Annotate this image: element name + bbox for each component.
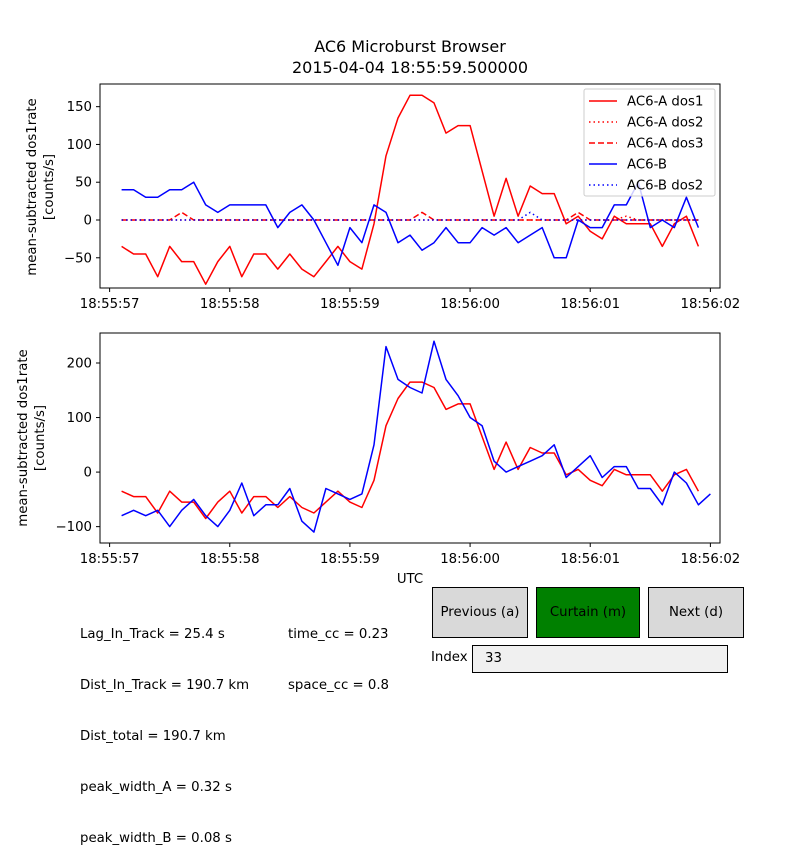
stat-time-cc: time_cc = 0.23 bbox=[288, 627, 389, 642]
y-tick-label: −100 bbox=[55, 520, 92, 535]
x-tick-label: 18:55:59 bbox=[320, 552, 380, 567]
x-tick-label: 18:56:00 bbox=[440, 552, 500, 567]
previous-button[interactable]: Previous (a) bbox=[432, 587, 528, 638]
x-tick-label: 18:56:01 bbox=[560, 297, 620, 312]
bottom-plot-series bbox=[121, 340, 711, 533]
series-line-2-1 bbox=[121, 381, 700, 520]
title-line-2: 2015-04-04 18:55:59.500000 bbox=[292, 58, 528, 77]
series-line-1-4 bbox=[121, 181, 700, 267]
y-tick-label: 100 bbox=[67, 411, 92, 426]
top-ylabel-line-1: mean-subtracted dos1rate bbox=[25, 98, 40, 275]
x-tick-label: 18:55:57 bbox=[80, 552, 140, 567]
legend-label: AC6-A dos2 bbox=[627, 116, 703, 131]
legend-label: AC6-B bbox=[627, 158, 667, 173]
stats-column-1: Lag_In_Track = 25.4 s Dist_In_Track = 19… bbox=[80, 592, 249, 864]
stat-dist-in-track: Dist_In_Track = 190.7 km bbox=[80, 678, 250, 693]
stat-peak-width-b: peak_width_B = 0.08 s bbox=[80, 831, 232, 846]
x-tick-label: 18:55:58 bbox=[200, 552, 260, 567]
title-line-1: AC6 Microburst Browser bbox=[314, 37, 506, 56]
series-line-1-5 bbox=[121, 211, 699, 221]
top-plot-ticks: 18:55:57 18:55:58 18:55:59 18:56:00 18:56:01… bbox=[64, 100, 740, 312]
stat-peak-width-a: peak_width_A = 0.32 s bbox=[80, 780, 232, 795]
bottom-plot: 18:55:57 18:55:58 18:55:59 18:56:00 18:56:01… bbox=[16, 332, 740, 587]
bottom-ylabel-line-2: [counts/s] bbox=[33, 405, 48, 471]
top-legend: AC6-A dos1 AC6-A dos2 AC6-A dos3 AC6-B AC6-B… bbox=[583, 88, 716, 197]
series-line-1-1 bbox=[121, 94, 700, 285]
stat-dist-total: Dist_total = 190.7 km bbox=[80, 729, 226, 744]
y-tick-label: 0 bbox=[84, 466, 92, 481]
series-line-2-2 bbox=[121, 340, 711, 533]
legend-frame bbox=[583, 88, 716, 197]
stats-column-2: time_cc = 0.23 space_cc = 0.8 bbox=[288, 592, 389, 711]
index-label: Index bbox=[431, 650, 468, 665]
top-ylabel-line-2: [counts/s] bbox=[42, 154, 57, 220]
x-tick-label: 18:55:59 bbox=[320, 297, 380, 312]
bottom-plot-ticks: 18:55:57 18:55:58 18:55:59 18:56:00 18:56:01… bbox=[55, 357, 740, 568]
y-tick-label: 50 bbox=[75, 176, 92, 191]
figure: AC6 Microburst Browser 2015-04-04 18:55:… bbox=[16, 37, 740, 587]
x-tick-label: 18:56:01 bbox=[560, 552, 620, 567]
x-tick-label: 18:56:00 bbox=[440, 297, 500, 312]
y-tick-label: −50 bbox=[64, 251, 92, 266]
x-tick-label: 18:55:58 bbox=[200, 297, 260, 312]
y-tick-label: 200 bbox=[67, 357, 92, 372]
legend-label: AC6-A dos1 bbox=[627, 95, 703, 110]
next-button[interactable]: Next (d) bbox=[648, 587, 744, 638]
bottom-xlabel: UTC bbox=[397, 572, 423, 587]
y-tick-label: 150 bbox=[67, 100, 92, 115]
legend-label: AC6-B dos2 bbox=[627, 179, 703, 194]
top-plot-frame bbox=[99, 83, 721, 289]
stat-space-cc: space_cc = 0.8 bbox=[288, 678, 390, 693]
x-tick-label: 18:56:02 bbox=[681, 297, 741, 312]
curtain-button[interactable]: Curtain (m) bbox=[536, 587, 640, 638]
y-tick-label: 100 bbox=[67, 138, 92, 153]
legend-label: AC6-A dos3 bbox=[627, 137, 703, 152]
series-line-1-3 bbox=[121, 211, 699, 221]
bottom-ylabel-line-1: mean-subtracted dos1rate bbox=[16, 349, 31, 526]
index-input[interactable]: 33 bbox=[472, 645, 728, 673]
x-tick-label: 18:55:57 bbox=[80, 297, 140, 312]
y-tick-label: 0 bbox=[84, 214, 92, 229]
top-plot: 18:55:57 18:55:58 18:55:59 18:56:00 18:56:01… bbox=[25, 83, 740, 312]
x-tick-label: 18:56:02 bbox=[681, 552, 741, 567]
bottom-plot-frame bbox=[99, 332, 721, 544]
stat-lag-in-track: Lag_In_Track = 25.4 s bbox=[80, 627, 225, 642]
top-plot-series bbox=[121, 94, 700, 285]
